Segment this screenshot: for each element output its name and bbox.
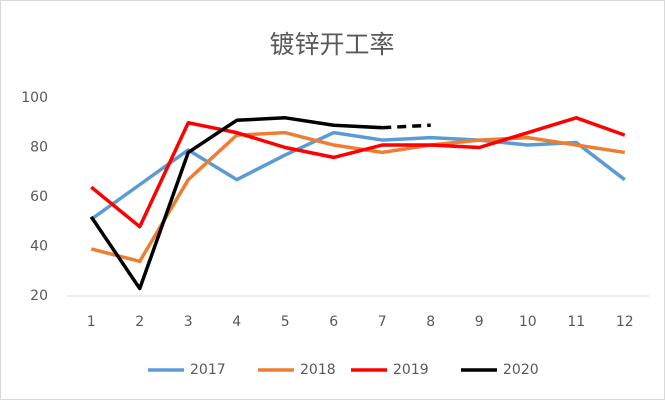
- legend-label: 2018: [300, 362, 336, 378]
- x-tick-label: 4: [232, 314, 241, 330]
- chart-title: 镀锌开工率: [269, 30, 394, 59]
- series-line-dashed: [382, 123, 431, 130]
- x-tick-label: 5: [281, 314, 290, 330]
- series-line: [90, 116, 626, 229]
- y-tick-label: 80: [30, 140, 48, 156]
- x-tick-label: 1: [87, 314, 96, 330]
- y-tick-label: 100: [21, 90, 48, 106]
- y-tick-label: 20: [30, 288, 48, 304]
- y-tick-label: 40: [30, 239, 48, 255]
- x-tick-label: 3: [184, 314, 193, 330]
- x-tick-label: 9: [475, 314, 484, 330]
- x-tick-label: 7: [378, 314, 387, 330]
- series-line: [89, 116, 383, 291]
- legend-label: 2017: [190, 362, 226, 378]
- series-line: [90, 130, 626, 264]
- series-line: [90, 130, 626, 221]
- x-tick-label: 10: [519, 314, 537, 330]
- y-tick-label: 60: [30, 189, 48, 205]
- x-tick-label: 11: [567, 314, 585, 330]
- legend-label: 2019: [393, 362, 429, 378]
- legend-label: 2020: [503, 362, 539, 378]
- x-tick-label: 2: [135, 314, 144, 330]
- x-tick-label: 8: [426, 314, 435, 330]
- x-tick-label: 12: [616, 314, 634, 330]
- x-tick-label: 6: [329, 314, 338, 330]
